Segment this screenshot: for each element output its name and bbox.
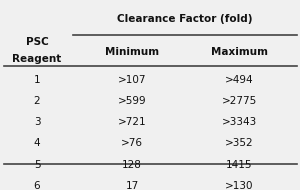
Text: >352: >352 (225, 138, 254, 148)
Text: 1: 1 (34, 75, 40, 85)
Text: 17: 17 (125, 181, 139, 190)
Text: PSC: PSC (26, 37, 48, 47)
Text: Clearance Factor (fold): Clearance Factor (fold) (117, 14, 253, 24)
Text: >721: >721 (118, 117, 146, 127)
Text: >130: >130 (225, 181, 254, 190)
Text: 4: 4 (34, 138, 40, 148)
Text: >76: >76 (121, 138, 143, 148)
Text: Reagent: Reagent (12, 54, 62, 64)
Text: >3343: >3343 (221, 117, 257, 127)
Text: >599: >599 (118, 96, 146, 106)
Text: 2: 2 (34, 96, 40, 106)
Text: 3: 3 (34, 117, 40, 127)
Text: Maximum: Maximum (211, 47, 268, 57)
Text: >494: >494 (225, 75, 254, 85)
Text: >107: >107 (118, 75, 146, 85)
Text: 6: 6 (34, 181, 40, 190)
Text: >2775: >2775 (221, 96, 257, 106)
Text: 1415: 1415 (226, 160, 252, 169)
Text: Minimum: Minimum (105, 47, 159, 57)
Text: 5: 5 (34, 160, 40, 169)
Text: 128: 128 (122, 160, 142, 169)
